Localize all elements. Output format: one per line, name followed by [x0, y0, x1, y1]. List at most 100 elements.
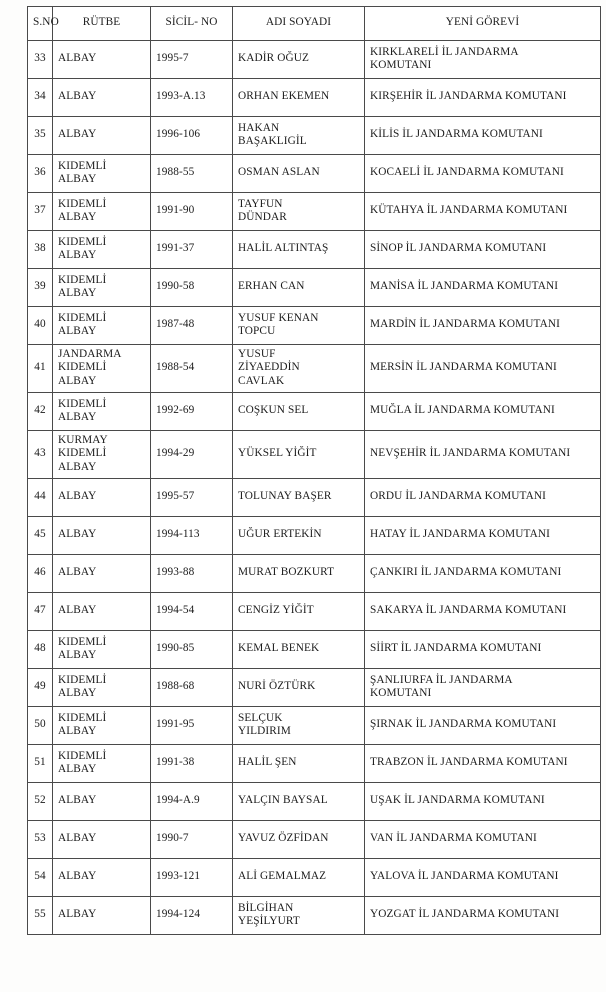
cell-line: KIDEMLİ: [58, 635, 107, 648]
cell-new-duty: MANİSA İL JANDARMA KOMUTANI: [364, 268, 601, 307]
cell-new-duty: UŞAK İL JANDARMA KOMUTANI: [364, 781, 601, 821]
cell-full-name: NURİ ÖZTÜRK: [232, 667, 365, 707]
cell-registry-no: 1990-85: [150, 629, 233, 669]
cell-full-name: OSMAN ASLAN: [232, 154, 365, 193]
cell-line: KIDEMLİ: [58, 159, 107, 172]
cell-line: ALBAY: [58, 724, 97, 737]
cell-registry-no: 1994-113: [150, 515, 233, 555]
table-row: 51 KIDEMLİ ALBAY 1991-38 HALİL ŞEN TRABZON İL…: [27, 743, 601, 783]
cell-sno: 46: [27, 553, 53, 593]
cell-registry-no: 1992-69: [150, 391, 233, 431]
cell-registry-no: 1994-124: [150, 895, 233, 935]
cell-full-name: ORHAN EKEMEN: [232, 78, 365, 117]
table-header: S.NO RÜTBE SİCİL- NO ADI SOYADI YENİ GÖR…: [27, 6, 601, 41]
cell-line: KÜTAHYA İL JANDARMA KOMUTANI: [370, 204, 568, 217]
cell-sno: 34: [27, 78, 53, 117]
cell-line: MUĞLA İL JANDARMA KOMUTANI: [370, 404, 555, 417]
cell-new-duty: ORDU İL JANDARMA KOMUTANI: [364, 477, 601, 517]
cell-sno: 38: [27, 230, 53, 269]
cell-full-name: YÜKSEL YİĞİT: [232, 429, 365, 479]
cell-line: KIDEMLİ: [58, 673, 107, 686]
cell-sno: 45: [27, 515, 53, 555]
cell-new-duty: ÇANKIRI İL JANDARMA KOMUTANI: [364, 553, 601, 593]
cell-line: COŞKUN SEL: [238, 404, 309, 417]
cell-line: ALBAY: [58, 460, 97, 473]
cell-line: BİLGİHAN: [238, 901, 294, 914]
cell-new-duty: ŞIRNAK İL JANDARMA KOMUTANI: [364, 705, 601, 745]
table-header-row: S.NO RÜTBE SİCİL- NO ADI SOYADI YENİ GÖR…: [27, 6, 601, 41]
cell-sno: 39: [27, 268, 53, 307]
cell-line: KIRKLARELİ İL JANDARMA: [370, 45, 519, 58]
cell-full-name: HALİL ALTINTAŞ: [232, 230, 365, 269]
table-row: 36 KIDEMLİ ALBAY 1988-55 OSMAN ASLAN KOCAELİ …: [27, 154, 601, 193]
cell-full-name: KADİR OĞUZ: [232, 40, 365, 79]
cell-full-name: YUSUF ZİYAEDDİN CAVLAK: [232, 344, 365, 393]
cell-line: ALBAY: [58, 287, 97, 299]
cell-line: ALBAY: [58, 686, 97, 699]
column-header-new-duty: YENİ GÖREVİ: [364, 6, 601, 41]
cell-rank: ALBAY: [52, 78, 151, 117]
cell-rank: KIDEMLİ ALBAY: [52, 391, 151, 431]
table-row: 34 ALBAY 1993-A.13 ORHAN EKEMEN KIRŞEHİR İL …: [27, 78, 601, 117]
cell-line: CENGİZ YİĞİT: [238, 604, 314, 617]
cell-line: VAN İL JANDARMA KOMUTANI: [370, 832, 537, 845]
cell-line: ZİYAEDDİN: [238, 361, 300, 374]
cell-line: YEŞİLYURT: [238, 914, 300, 927]
cell-registry-no: 1995-57: [150, 477, 233, 517]
cell-sno: 35: [27, 116, 53, 155]
cell-new-duty: YALOVA İL JANDARMA KOMUTANI: [364, 857, 601, 897]
column-header-sno: S.NO: [27, 6, 59, 41]
roster-table-container: S.NO RÜTBE SİCİL- NO ADI SOYADI YENİ GÖR…: [27, 6, 601, 935]
cell-new-duty: KIRKLARELİ İL JANDARMA KOMUTANI: [364, 40, 601, 79]
cell-sno: 42: [27, 391, 53, 431]
cell-line: KIRŞEHİR İL JANDARMA KOMUTANI: [370, 90, 567, 103]
cell-new-duty: KÜTAHYA İL JANDARMA KOMUTANI: [364, 192, 601, 231]
cell-line: HAKAN: [238, 121, 280, 134]
column-header-rank: RÜTBE: [52, 6, 151, 41]
cell-rank: ALBAY: [52, 553, 151, 593]
cell-line: TAYFUN: [238, 197, 283, 210]
cell-line: KIDEMLİ: [58, 197, 107, 210]
table-row: 40 KIDEMLİ ALBAY 1987-48 YUSUF KENAN TOPCU MAR…: [27, 306, 601, 345]
cell-line: MURAT BOZKURT: [238, 566, 335, 579]
cell-line: KOMUTANI: [370, 59, 432, 71]
cell-sno: 41: [27, 344, 53, 393]
cell-line: ALBAY: [58, 604, 97, 617]
cell-registry-no: 1988-55: [150, 154, 233, 193]
cell-sno: 50: [27, 705, 53, 745]
cell-line: ALBAY: [58, 374, 97, 387]
cell-full-name: HALİL ŞEN: [232, 743, 365, 783]
cell-registry-no: 1994-54: [150, 591, 233, 631]
cell-line: DÜNDAR: [238, 211, 287, 223]
cell-line: ALİ GEMALMAZ: [238, 870, 327, 883]
column-header-registry-no: SİCİL- NO: [150, 6, 233, 41]
cell-sno: 54: [27, 857, 53, 897]
cell-new-duty: YOZGAT İL JANDARMA KOMUTANI: [364, 895, 601, 935]
cell-line: KURMAY: [58, 433, 108, 446]
cell-registry-no: 1993-88: [150, 553, 233, 593]
table-body: 33 ALBAY 1995-7 KADİR OĞUZ KIRKLARELİ İL JAN…: [27, 40, 601, 935]
cell-line: KIDEMLİ: [58, 397, 107, 410]
cell-registry-no: 1988-68: [150, 667, 233, 707]
table-row: 48 KIDEMLİ ALBAY 1990-85 KEMAL BENEK SİİRT İL…: [27, 629, 601, 669]
cell-full-name: COŞKUN SEL: [232, 391, 365, 431]
cell-line: YALOVA İL JANDARMA KOMUTANI: [370, 870, 559, 883]
cell-line: ALBAY: [58, 832, 97, 845]
cell-sno: 55: [27, 895, 53, 935]
table-row: 47 ALBAY 1994-54 CENGİZ YİĞİT SAKARYA İL JAN…: [27, 591, 601, 631]
table-row: 37 KIDEMLİ ALBAY 1991-90 TAYFUN DÜNDAR KÜTAHYA…: [27, 192, 601, 231]
cell-line: ALBAY: [58, 52, 97, 65]
cell-line: CAVLAK: [238, 374, 285, 387]
cell-full-name: SELÇUK YILDIRIM: [232, 705, 365, 745]
cell-line: ALBAY: [58, 794, 97, 807]
cell-line: JANDARMA: [58, 348, 122, 360]
cell-rank: KIDEMLİ ALBAY: [52, 154, 151, 193]
cell-rank: ALBAY: [52, 819, 151, 859]
cell-line: ALBAY: [58, 566, 97, 579]
cell-rank: ALBAY: [52, 591, 151, 631]
cell-registry-no: 1987-48: [150, 306, 233, 345]
cell-line: ŞANLIURFA İL JANDARMA: [370, 673, 513, 686]
cell-rank: KIDEMLİ ALBAY: [52, 743, 151, 783]
cell-full-name: ERHAN CAN: [232, 268, 365, 307]
cell-registry-no: 1991-37: [150, 230, 233, 269]
